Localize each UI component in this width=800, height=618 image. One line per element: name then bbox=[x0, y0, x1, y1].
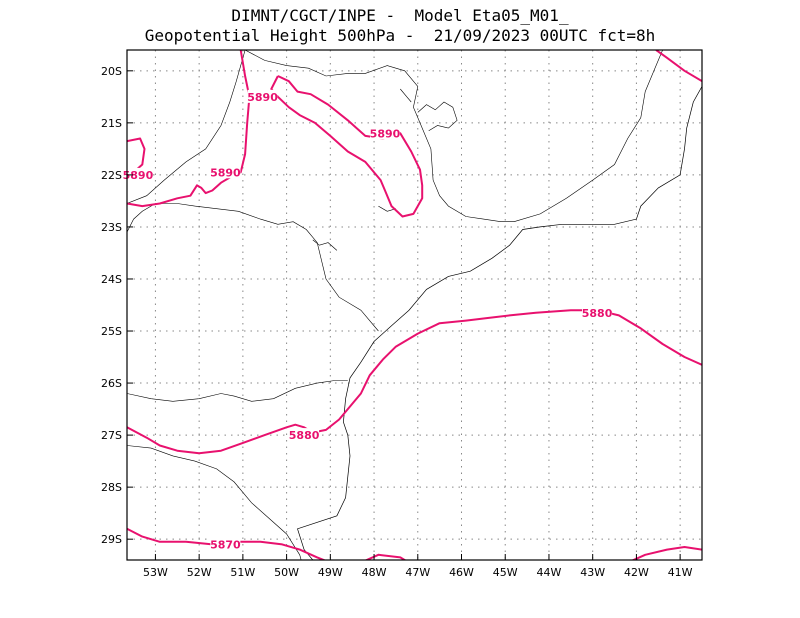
lat-tick-label: 25S bbox=[101, 325, 122, 338]
contour-label: 5880 bbox=[582, 307, 613, 320]
contour-label: 5890 bbox=[370, 127, 401, 140]
lake-outline bbox=[417, 101, 458, 131]
lon-tick-label: 48W bbox=[362, 566, 387, 579]
state-border bbox=[127, 445, 302, 560]
contour-line bbox=[270, 75, 424, 218]
contour-label-bg bbox=[122, 167, 153, 181]
axis-ticks: 53W 52W 51W 50W 49W 48W 47W 46W 45W 44W 43W 42W 41W 2… bbox=[101, 65, 693, 579]
lon-tick-label: 52W bbox=[187, 566, 212, 579]
lake-outline bbox=[378, 205, 396, 212]
contour-line bbox=[127, 50, 251, 208]
title-line-2: Geopotential Height 500hPa - 21/09/2023 … bbox=[144, 26, 656, 45]
lon-tick-label: 47W bbox=[405, 566, 430, 579]
contour-label-bg bbox=[369, 126, 400, 140]
contour-label-bg bbox=[210, 165, 241, 179]
state-border bbox=[244, 50, 514, 222]
lon-tick-label: 42W bbox=[624, 566, 649, 579]
contour-label: 5880 bbox=[289, 429, 320, 442]
contour-label: 5890 bbox=[210, 166, 241, 179]
lat-tick-label: 26S bbox=[101, 377, 122, 390]
lon-tick-label: 53W bbox=[143, 566, 168, 579]
contour-line bbox=[364, 553, 407, 560]
height-contours bbox=[127, 50, 702, 560]
lat-tick-label: 29S bbox=[101, 533, 122, 546]
lake-outline bbox=[312, 239, 338, 251]
contour-labels: 5890 5890 5890 5890 5880 5880 5870 bbox=[122, 89, 613, 551]
contour-line bbox=[127, 309, 702, 455]
lat-tick-label: 28S bbox=[101, 481, 122, 494]
contour-label: 5870 bbox=[210, 538, 241, 551]
state-border bbox=[513, 50, 663, 222]
lon-tick-label: 50W bbox=[274, 566, 299, 579]
state-border bbox=[127, 203, 379, 332]
contour-label-bg bbox=[247, 89, 278, 103]
contour-label: 5890 bbox=[123, 169, 154, 182]
lon-tick-label: 49W bbox=[318, 566, 343, 579]
lon-tick-label: 51W bbox=[230, 566, 255, 579]
lake-outline bbox=[400, 88, 412, 103]
lat-tick-label: 20S bbox=[101, 65, 122, 78]
plot-frame bbox=[126, 49, 703, 561]
lon-tick-label: 41W bbox=[668, 566, 693, 579]
contour-label-bg bbox=[210, 537, 241, 551]
lon-tick-label: 44W bbox=[537, 566, 562, 579]
lat-tick-label: 21S bbox=[101, 117, 122, 130]
title-line-1: DIMNT/CGCT/INPE - Model Eta05_M01_ bbox=[231, 6, 569, 25]
lon-tick-label: 46W bbox=[449, 566, 474, 579]
coastline bbox=[297, 86, 702, 560]
gridlines bbox=[127, 50, 702, 560]
geography bbox=[127, 50, 702, 560]
state-border bbox=[127, 380, 348, 402]
contour-label: 5890 bbox=[247, 91, 278, 104]
state-border bbox=[127, 50, 246, 204]
contour-label-bg bbox=[582, 305, 613, 319]
contour-line bbox=[655, 50, 702, 83]
lat-tick-label: 23S bbox=[101, 221, 122, 234]
lat-tick-label: 24S bbox=[101, 273, 122, 286]
contour-label-bg bbox=[289, 428, 320, 442]
contour-line bbox=[631, 546, 702, 560]
lon-tick-label: 43W bbox=[580, 566, 605, 579]
lat-tick-label: 27S bbox=[101, 429, 122, 442]
lat-tick-label: 22S bbox=[101, 169, 122, 182]
lon-tick-label: 45W bbox=[493, 566, 518, 579]
